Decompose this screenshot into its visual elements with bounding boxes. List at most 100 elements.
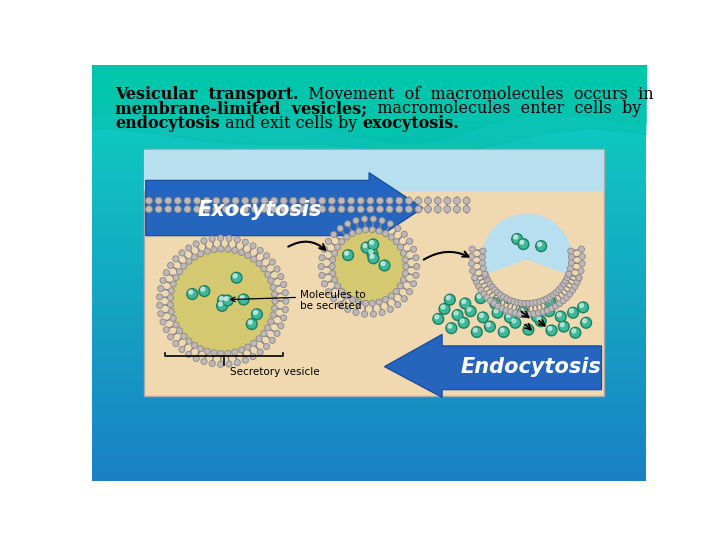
Circle shape [361, 242, 372, 253]
Circle shape [330, 270, 336, 276]
Bar [92, 274, 647, 275]
Bar [92, 326, 647, 327]
Bar [92, 142, 647, 143]
Bar [92, 167, 647, 168]
Bar [92, 234, 647, 235]
Circle shape [413, 255, 419, 261]
Circle shape [157, 294, 163, 300]
Circle shape [283, 298, 289, 304]
Wedge shape [482, 214, 572, 274]
Circle shape [234, 237, 240, 243]
Bar [92, 269, 647, 271]
Circle shape [217, 235, 224, 241]
Circle shape [534, 313, 537, 316]
Bar [92, 107, 647, 108]
Bar [92, 215, 647, 217]
Bar [92, 179, 647, 180]
Bar [92, 122, 647, 123]
Circle shape [234, 360, 240, 366]
Bar [92, 156, 647, 157]
Circle shape [540, 309, 546, 315]
Circle shape [173, 322, 179, 328]
Bar [92, 222, 647, 224]
Bar [92, 368, 647, 369]
Circle shape [480, 266, 486, 272]
Circle shape [272, 298, 278, 304]
Circle shape [245, 252, 251, 258]
Circle shape [567, 266, 574, 272]
Bar [92, 261, 647, 262]
Circle shape [145, 197, 153, 204]
Bar [92, 231, 647, 232]
Circle shape [529, 300, 536, 306]
Circle shape [526, 311, 532, 318]
Circle shape [345, 221, 351, 227]
Bar [92, 444, 647, 445]
Polygon shape [145, 173, 423, 244]
Circle shape [555, 311, 566, 322]
Bar [92, 201, 647, 202]
Circle shape [328, 206, 336, 213]
Circle shape [495, 303, 501, 309]
Bar [92, 397, 647, 398]
Circle shape [367, 248, 378, 259]
Circle shape [500, 328, 504, 332]
Bar [92, 468, 647, 469]
Bar [92, 367, 647, 368]
Text: and exit cells by: and exit cells by [220, 115, 362, 132]
Bar [144, 150, 604, 191]
Bar [92, 140, 647, 141]
Bar [92, 475, 647, 476]
Circle shape [477, 312, 488, 323]
Bar [92, 155, 647, 156]
Bar [92, 266, 647, 267]
Bar [92, 331, 647, 332]
Bar [92, 65, 647, 66]
Circle shape [561, 281, 567, 287]
Circle shape [566, 271, 572, 277]
Circle shape [546, 298, 550, 302]
Circle shape [526, 300, 532, 307]
Bar [92, 66, 647, 67]
Circle shape [369, 300, 376, 306]
Circle shape [222, 295, 233, 306]
Circle shape [193, 355, 199, 362]
Bar [92, 241, 647, 242]
Circle shape [472, 275, 478, 281]
Bar [92, 131, 647, 132]
Bar [92, 225, 647, 226]
Bar [92, 287, 647, 288]
Circle shape [357, 206, 364, 213]
Circle shape [386, 206, 393, 213]
Bar [92, 288, 647, 289]
Circle shape [226, 361, 232, 367]
Circle shape [348, 206, 354, 213]
Circle shape [581, 318, 592, 328]
Bar [92, 76, 647, 77]
Circle shape [567, 307, 578, 318]
Circle shape [564, 294, 570, 301]
Circle shape [353, 309, 359, 315]
Text: macromolecules  enter  cells  by: macromolecules enter cells by [367, 100, 642, 117]
Bar [92, 205, 647, 206]
Bar [92, 71, 647, 72]
Bar [92, 120, 647, 121]
Bar [92, 434, 647, 435]
Circle shape [549, 305, 554, 312]
Circle shape [264, 253, 270, 259]
Circle shape [222, 197, 230, 204]
Bar [92, 443, 647, 444]
Bar [92, 239, 647, 240]
Circle shape [475, 293, 486, 303]
Circle shape [238, 249, 245, 255]
Circle shape [170, 281, 176, 287]
Circle shape [224, 296, 228, 301]
Bar [92, 429, 647, 430]
Circle shape [534, 294, 537, 298]
Bar [92, 184, 647, 185]
Text: Vesicular  transport.: Vesicular transport. [115, 85, 298, 103]
Circle shape [523, 325, 534, 335]
Bar [92, 480, 647, 481]
Bar [92, 343, 647, 345]
Bar [92, 75, 647, 76]
